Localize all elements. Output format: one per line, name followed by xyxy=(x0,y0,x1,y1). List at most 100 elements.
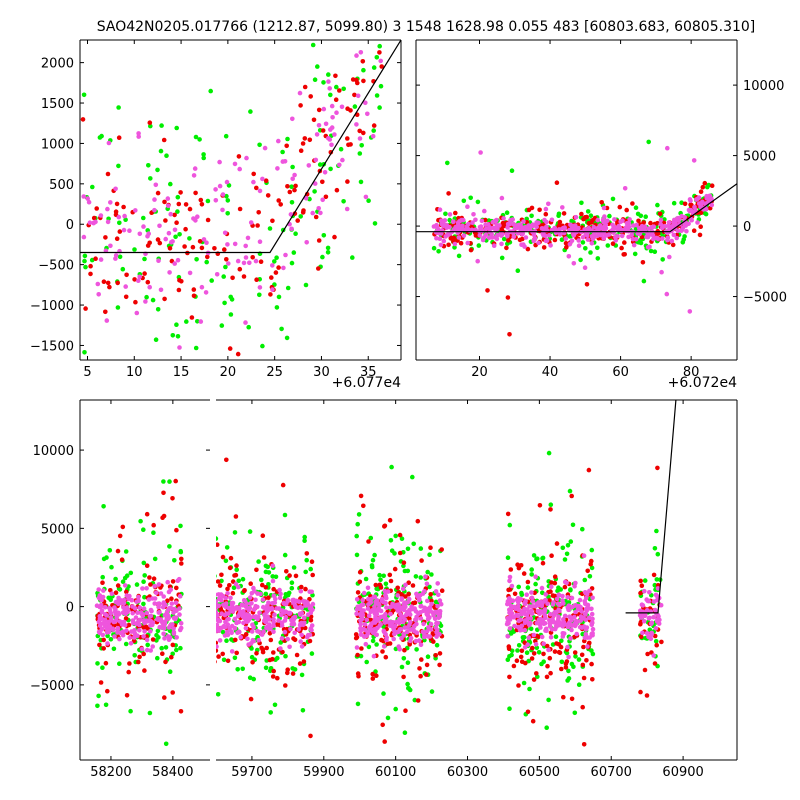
magenta-point xyxy=(551,613,556,618)
green-point xyxy=(393,533,399,539)
green-point xyxy=(224,638,229,643)
red-point xyxy=(136,659,141,665)
red-point xyxy=(142,668,147,673)
magenta-point xyxy=(435,581,441,586)
green-point xyxy=(355,521,361,527)
red-point xyxy=(178,190,183,195)
magenta-point xyxy=(506,620,511,626)
red-point xyxy=(127,661,132,666)
magenta-point xyxy=(527,604,532,609)
green-point xyxy=(116,105,121,110)
red-point xyxy=(91,215,97,221)
green-point xyxy=(175,334,181,339)
magenta-point xyxy=(164,613,169,618)
red-point xyxy=(640,260,646,265)
red-point xyxy=(169,654,174,660)
red-point xyxy=(359,646,364,651)
magenta-point xyxy=(303,196,309,201)
magenta-point xyxy=(358,621,364,627)
magenta-point xyxy=(389,604,395,609)
green-point xyxy=(589,547,595,553)
red-point xyxy=(179,561,184,566)
magenta-point xyxy=(262,145,268,151)
green-point xyxy=(366,198,371,203)
red-point xyxy=(101,279,107,285)
magenta-point xyxy=(309,627,314,633)
green-point xyxy=(224,193,229,199)
magenta-point xyxy=(241,620,246,626)
magenta-point xyxy=(303,603,308,608)
green-point xyxy=(145,642,150,648)
magenta-point xyxy=(649,225,655,230)
magenta-point xyxy=(165,607,171,613)
magenta-point xyxy=(473,217,478,223)
green-point xyxy=(682,234,687,239)
red-point xyxy=(235,351,241,357)
magenta-point xyxy=(378,614,384,620)
magenta-point xyxy=(253,597,258,603)
green-point xyxy=(142,256,147,262)
magenta-point xyxy=(641,619,647,624)
red-point xyxy=(529,205,535,211)
red-point xyxy=(150,637,156,642)
green-point xyxy=(263,591,269,597)
magenta-point xyxy=(544,237,550,243)
magenta-point xyxy=(156,582,162,587)
green-point xyxy=(338,146,344,152)
red-point xyxy=(144,563,150,568)
red-point xyxy=(345,179,350,184)
magenta-point xyxy=(557,602,563,608)
magenta-point xyxy=(264,624,270,630)
green-point xyxy=(556,211,562,217)
magenta-point xyxy=(136,131,141,136)
green-point xyxy=(573,654,578,659)
red-point xyxy=(298,103,303,108)
magenta-point xyxy=(260,597,266,602)
red-point xyxy=(101,646,106,651)
magenta-point xyxy=(622,186,628,191)
bottom-right-axes-segment: 59700 59900 60100 60300 60500 60700 60900 xyxy=(216,399,738,780)
red-point xyxy=(253,185,259,191)
green-point xyxy=(117,661,122,666)
magenta-point xyxy=(161,626,167,631)
magenta-point xyxy=(290,176,296,182)
red-point xyxy=(254,277,259,283)
magenta-point xyxy=(243,625,249,631)
red-point xyxy=(292,187,297,193)
magenta-point xyxy=(277,587,282,593)
magenta-point xyxy=(591,224,597,230)
magenta-point xyxy=(144,637,150,643)
magenta-point xyxy=(255,591,260,596)
green-point xyxy=(184,404,189,409)
green-point xyxy=(225,211,230,216)
red-point xyxy=(588,562,593,567)
green-point xyxy=(468,195,474,201)
magenta-point xyxy=(569,627,574,633)
red-point xyxy=(505,511,511,517)
green-point xyxy=(178,523,183,529)
green-point xyxy=(356,512,362,517)
red-point xyxy=(564,245,569,250)
green-point xyxy=(520,635,526,640)
red-point xyxy=(504,245,509,251)
green-point xyxy=(381,691,386,696)
red-point xyxy=(334,187,340,193)
magenta-point xyxy=(507,574,513,580)
magenta-point xyxy=(257,188,263,194)
green-point xyxy=(193,134,199,140)
red-point xyxy=(170,690,175,695)
magenta-point xyxy=(434,634,439,639)
red-point xyxy=(622,240,627,245)
top-left-axes: 5 10 15 20 25 30 35−1500−1000−5000500100015002… xyxy=(30,39,402,409)
red-point xyxy=(297,661,303,666)
model-line xyxy=(80,40,401,254)
red-point xyxy=(357,569,363,575)
green-point xyxy=(635,211,641,217)
x-tick-label: 60100 xyxy=(375,765,416,780)
red-point xyxy=(218,606,224,612)
green-point xyxy=(505,555,511,560)
magenta-point xyxy=(551,619,557,625)
green-point xyxy=(572,710,578,716)
magenta-point xyxy=(253,603,258,609)
red-point xyxy=(80,117,86,122)
